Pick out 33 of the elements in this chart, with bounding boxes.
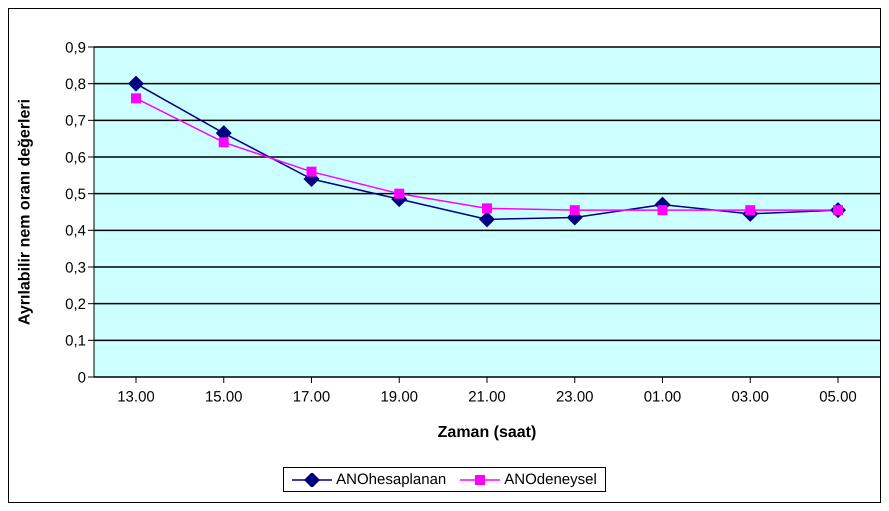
x-tick-label: 23.00 <box>556 388 594 406</box>
y-tick-label: 0,5 <box>65 186 86 203</box>
y-tick-label: 0,9 <box>65 39 86 56</box>
y-tick-label: 0,2 <box>65 296 86 313</box>
y-tick-label: 0,3 <box>65 259 86 276</box>
x-tick-label: 13.00 <box>117 388 155 406</box>
x-tick-label: 15.00 <box>204 388 243 406</box>
x-tick-label: 21.00 <box>468 388 506 406</box>
point <box>131 93 141 104</box>
y-tick-label: 0,1 <box>65 332 86 350</box>
point <box>128 76 144 92</box>
legend-label: ANOhesaplanan <box>335 471 446 488</box>
x-tick-label: 01.00 <box>644 388 682 406</box>
point <box>394 188 404 199</box>
legend-label: ANOdeneysel <box>503 471 597 488</box>
point <box>745 205 756 216</box>
x-tick-label: 19.00 <box>380 388 418 406</box>
y-tick-label: 0 <box>78 369 86 386</box>
x-tick-label: 03.00 <box>731 388 770 406</box>
y-axis-title: Ayrılabilir nem oranı değerleri <box>16 98 34 326</box>
x-tick-label: 17.00 <box>292 388 330 406</box>
x-tick-label: 05.00 <box>819 388 857 406</box>
point <box>306 166 316 177</box>
point <box>570 205 580 216</box>
y-tick-label: 0,8 <box>65 76 86 93</box>
x-axis-title: Zaman (saat) <box>438 424 536 441</box>
y-tick-label: 0,6 <box>65 149 86 166</box>
point <box>658 205 668 216</box>
point <box>482 203 492 214</box>
y-tick-label: 0,7 <box>65 112 86 130</box>
point <box>479 211 495 228</box>
y-tick-label: 0,4 <box>65 222 86 240</box>
point <box>218 137 229 148</box>
